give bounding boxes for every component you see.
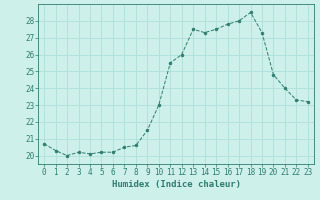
X-axis label: Humidex (Indice chaleur): Humidex (Indice chaleur): [111, 180, 241, 189]
